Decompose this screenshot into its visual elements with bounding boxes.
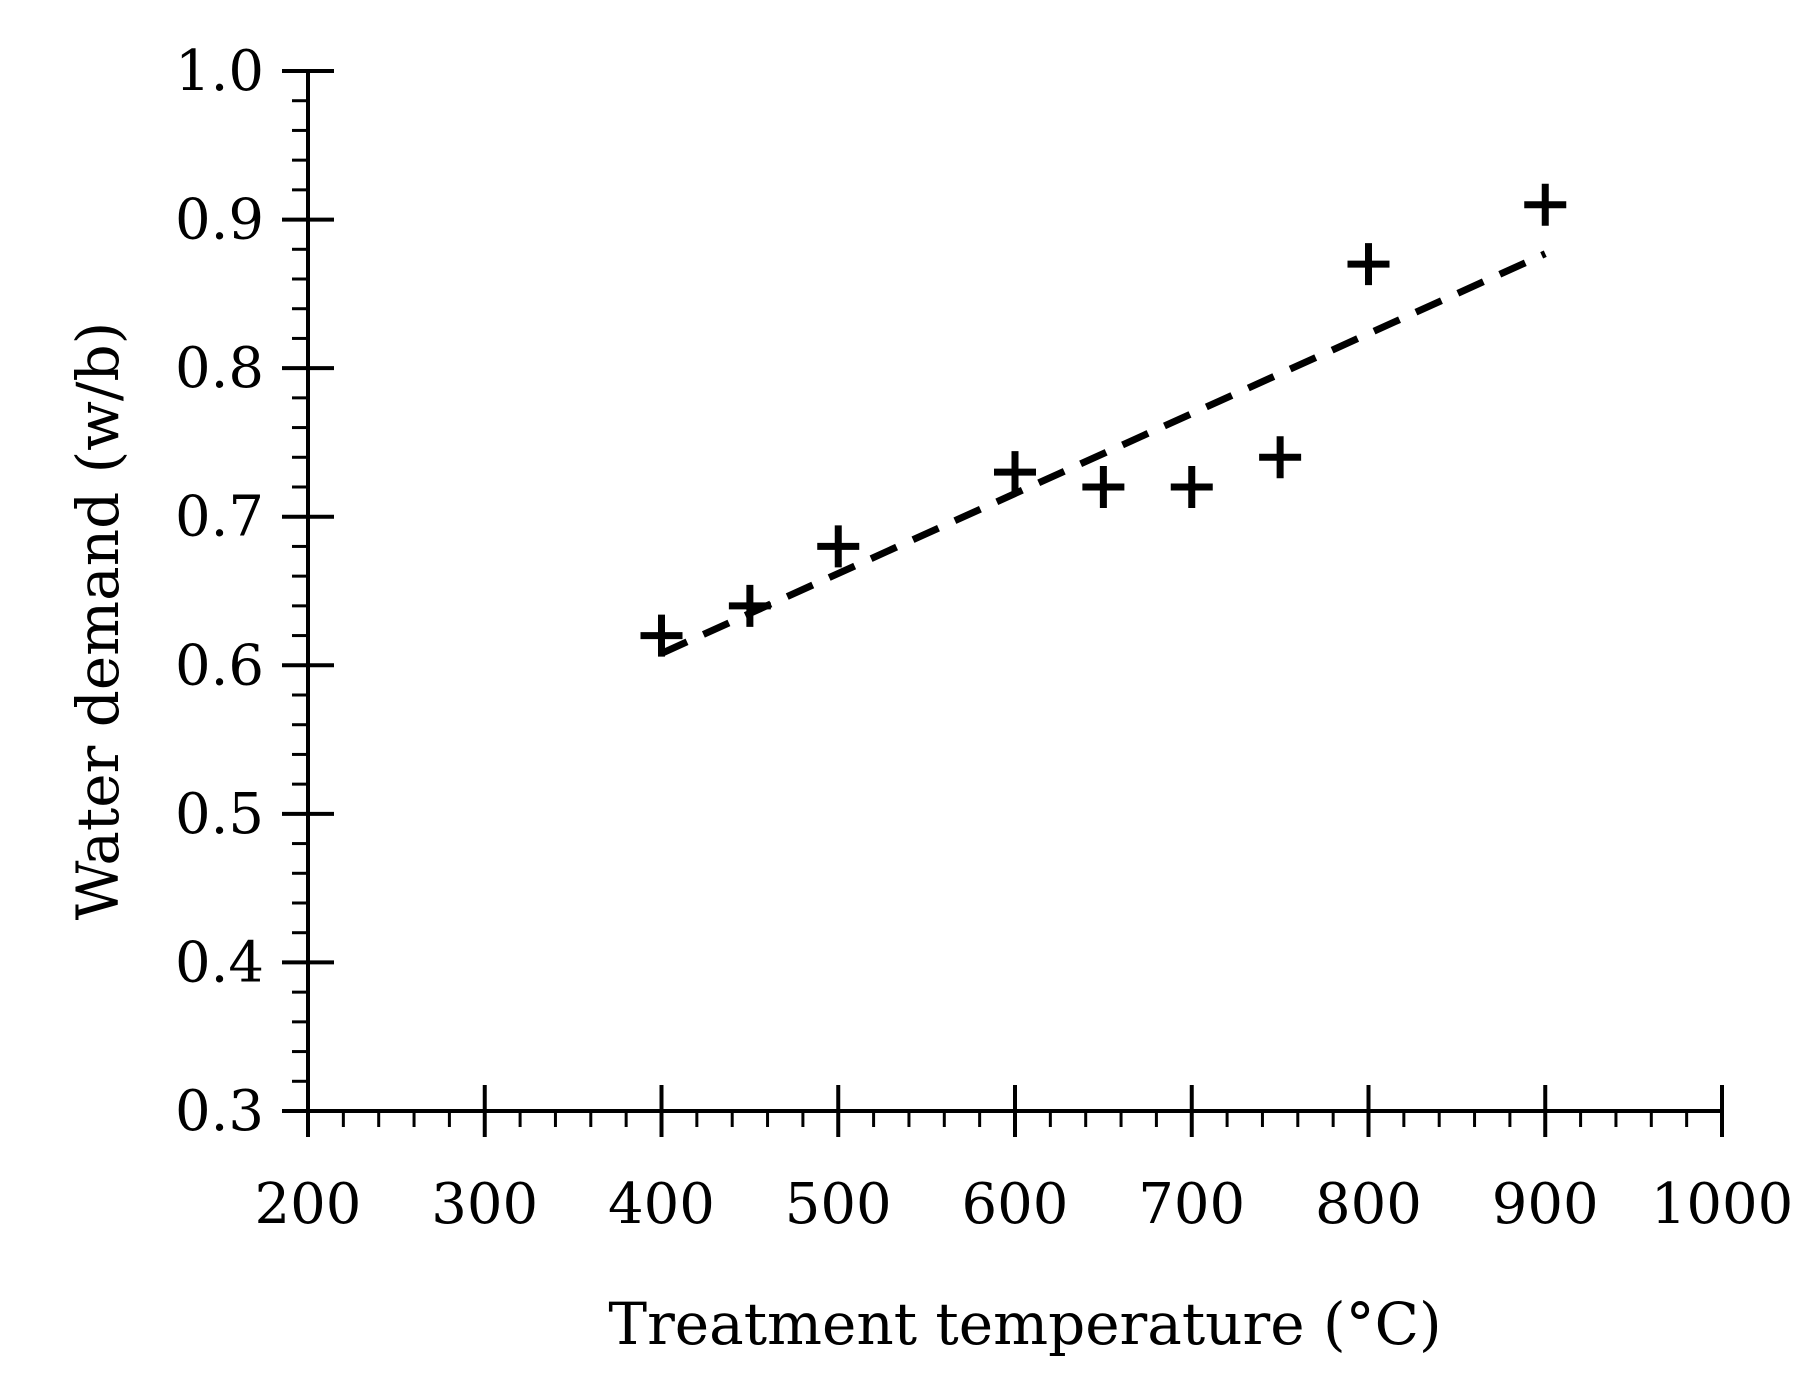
y-tick-label: 0.9	[175, 188, 264, 253]
x-tick-label: 400	[608, 1172, 715, 1237]
data-point	[1347, 243, 1390, 286]
y-tick-label: 0.3	[175, 1079, 264, 1144]
x-axis-title: Treatment temperature (°C)	[608, 1290, 1441, 1358]
x-tick-label: 200	[255, 1172, 362, 1237]
x-tick-label: 700	[1138, 1172, 1245, 1237]
data-point	[817, 525, 860, 568]
y-tick-label: 1.0	[175, 39, 264, 104]
data-point	[1082, 466, 1125, 508]
y-tick-label: 0.7	[175, 485, 264, 550]
x-tick-label: 500	[785, 1172, 892, 1237]
y-tick-label: 0.6	[175, 633, 264, 698]
x-ticks	[306, 1085, 1724, 1137]
x-tick-label: 900	[1492, 1172, 1599, 1237]
data-point	[994, 451, 1036, 494]
data-point	[1170, 466, 1213, 508]
axes	[306, 71, 1722, 1113]
x-tick-label: 800	[1315, 1172, 1422, 1237]
y-tick-labels: 0.3 0.4 0.5 0.6 0.7 0.8 0.9 1.0	[175, 39, 264, 1144]
x-tick-label: 600	[962, 1172, 1069, 1237]
trendline	[660, 250, 1547, 657]
data-point	[1524, 183, 1567, 226]
y-tick-label: 0.5	[175, 782, 264, 847]
y-tick-label: 0.8	[175, 336, 264, 401]
data-point	[1259, 436, 1302, 479]
y-tick-label: 0.4	[175, 930, 264, 995]
data-points	[640, 183, 1567, 657]
x-tick-label: 300	[431, 1172, 538, 1237]
y-ticks	[282, 69, 334, 1113]
x-tick-labels: 200 300 400 500 600 700 800 900 1000	[255, 1172, 1794, 1237]
x-tick-label: 1000	[1651, 1172, 1794, 1237]
y-axis-title: Water demand (w/b)	[64, 322, 132, 920]
data-point	[728, 584, 771, 627]
data-point	[640, 614, 683, 657]
trendline-group	[660, 250, 1547, 657]
